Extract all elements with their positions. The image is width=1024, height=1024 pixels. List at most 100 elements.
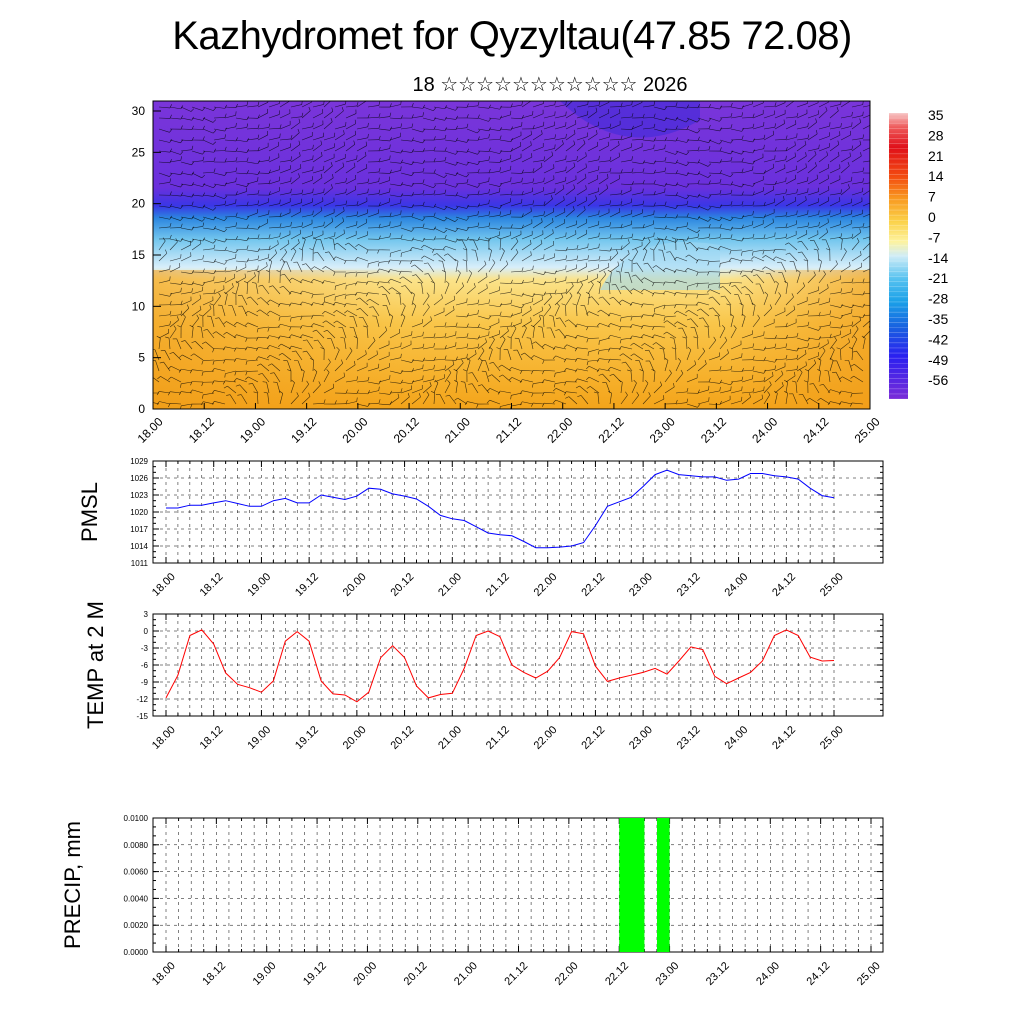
wind-barb: [399, 294, 402, 306]
wind-barb: [628, 272, 633, 284]
wind-barb: [730, 370, 742, 373]
wind-barb: [801, 240, 809, 251]
wind-barb-flag: [422, 375, 424, 380]
wind-barb-flag: [224, 261, 228, 265]
wind-barb-flag: [862, 134, 865, 139]
x-tick-label: 19.00: [245, 571, 273, 599]
wind-barb: [719, 139, 731, 144]
wind-barb-flag: [597, 280, 601, 284]
wind-barb: [191, 258, 203, 262]
wind-barb: [763, 347, 775, 350]
wind-barb: [356, 213, 368, 218]
wind-barb: [287, 360, 292, 372]
wind-barb-flag: [799, 369, 803, 373]
wind-barb-flag: [453, 305, 455, 310]
wind-barb: [643, 303, 655, 306]
wind-barb: [169, 266, 180, 273]
wind-barb-flag: [387, 259, 391, 264]
wind-barb-flag: [433, 136, 436, 141]
wind-barb: [202, 150, 214, 153]
chart-title: Kazhydromet for Qyzyltau(47.85 72.08): [172, 14, 852, 58]
wind-barb: [169, 172, 181, 176]
wind-barb: [390, 269, 402, 273]
wind-barb-flag: [299, 325, 303, 330]
wind-barb-flag: [486, 284, 488, 289]
wind-barb-flag: [741, 105, 745, 110]
wind-barb-flag: [312, 188, 314, 193]
wind-barb: [466, 360, 471, 372]
wind-barb-flag: [466, 148, 470, 153]
wind-barb: [840, 291, 852, 295]
wind-barb-flag: [580, 281, 584, 285]
wind-barb: [444, 364, 455, 372]
wind-barb: [653, 128, 665, 133]
wind-barb-flag: [378, 189, 381, 194]
wind-barb: [598, 212, 610, 218]
wind-barb-flag: [180, 115, 184, 120]
wind-barb: [202, 194, 214, 197]
wind-barb-flag: [730, 234, 733, 239]
wind-barb: [631, 251, 639, 262]
wind-barb-flag: [433, 342, 435, 348]
wind-barb-flag: [246, 296, 251, 299]
wind-barb-flag: [707, 261, 710, 266]
wind-barb: [378, 180, 390, 185]
wind-barb-flag: [488, 188, 490, 194]
wind-barb: [554, 236, 566, 240]
wind-barb-flag: [663, 305, 666, 310]
wind-barb: [708, 161, 720, 164]
wind-barb: [444, 283, 450, 295]
wind-barb: [466, 105, 478, 108]
wind-barb: [719, 150, 731, 155]
wind-barb-flag: [585, 291, 590, 295]
wind-barb: [389, 161, 401, 164]
wind-barb-flag: [814, 162, 817, 167]
wind-barb: [565, 188, 575, 196]
wind-barb: [323, 221, 334, 229]
wind-barb: [499, 235, 511, 240]
wind-barb-flag: [507, 336, 512, 339]
wind-barb-flag: [378, 223, 381, 228]
wind-barb: [312, 225, 324, 229]
wind-barb-flag: [202, 116, 206, 121]
wind-barb-flag: [444, 234, 447, 239]
wind-barb: [391, 287, 402, 295]
wind-barb: [324, 301, 336, 306]
wind-barb-flag: [643, 247, 648, 251]
wind-barb-flag: [523, 324, 527, 329]
wind-barb-flag: [312, 122, 314, 127]
wind-barb: [158, 293, 170, 297]
wind-barb: [180, 291, 192, 295]
wind-barb-flag: [576, 255, 579, 260]
wind-barb-flag: [629, 324, 633, 328]
wind-barb: [202, 280, 214, 284]
wind-barb-flag: [521, 101, 523, 106]
wind-barb: [686, 128, 698, 134]
wind-barb-flag: [609, 156, 612, 161]
wind-barb-flag: [618, 152, 620, 157]
wind-barb: [598, 177, 609, 185]
wind-barb: [477, 326, 489, 331]
wind-barb-flag: [565, 166, 567, 171]
wind-barb: [324, 280, 336, 284]
wind-barb: [412, 247, 424, 251]
wind-barb: [763, 189, 774, 196]
wind-barb: [862, 281, 870, 284]
wind-barb: [444, 299, 455, 306]
section-y-tick-label: 15: [132, 248, 146, 262]
wind-barb: [854, 363, 864, 372]
wind-barb: [631, 124, 643, 130]
wind-barb: [400, 359, 412, 363]
wind-barb-flag: [542, 392, 545, 397]
wind-barb-flag: [796, 112, 799, 117]
wind-barb: [598, 112, 609, 119]
wind-barb: [675, 172, 687, 176]
wind-barb: [719, 352, 729, 361]
wind-barb-flag: [741, 386, 743, 391]
wind-barb-flag: [321, 280, 325, 285]
wind-barb-flag: [422, 104, 426, 109]
wind-barb-flag: [455, 137, 459, 142]
wind-barb: [745, 274, 754, 284]
wind-barb: [742, 249, 754, 253]
wind-barb: [379, 268, 391, 273]
